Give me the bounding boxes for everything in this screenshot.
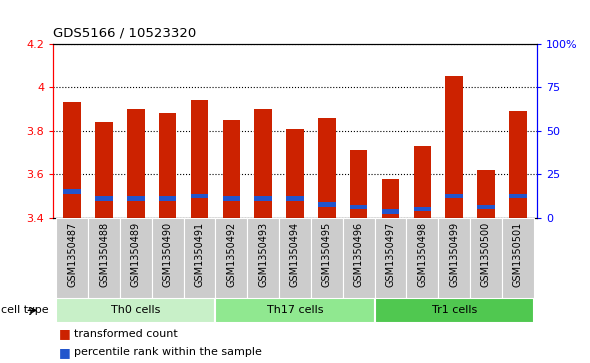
- Bar: [502, 218, 534, 298]
- Bar: [88, 218, 120, 298]
- Bar: [509, 111, 526, 218]
- Text: GSM1350489: GSM1350489: [131, 222, 141, 287]
- Bar: [95, 196, 113, 201]
- Text: GSM1350488: GSM1350488: [99, 222, 109, 287]
- Text: cell type: cell type: [1, 305, 48, 315]
- Bar: [509, 193, 526, 199]
- Bar: [375, 298, 534, 323]
- Text: GSM1350497: GSM1350497: [385, 222, 395, 287]
- Bar: [414, 207, 431, 212]
- Bar: [215, 218, 247, 298]
- Bar: [382, 179, 399, 218]
- Bar: [375, 218, 407, 298]
- Bar: [382, 209, 399, 214]
- Text: GSM1350494: GSM1350494: [290, 222, 300, 287]
- Bar: [254, 196, 272, 201]
- Text: Th0 cells: Th0 cells: [111, 305, 160, 315]
- Bar: [64, 102, 81, 218]
- Text: ■: ■: [59, 327, 71, 340]
- Bar: [254, 109, 272, 218]
- Bar: [343, 218, 375, 298]
- Bar: [127, 109, 145, 218]
- Bar: [407, 218, 438, 298]
- Bar: [183, 218, 215, 298]
- Bar: [318, 202, 336, 207]
- Bar: [127, 196, 145, 201]
- Text: percentile rank within the sample: percentile rank within the sample: [74, 347, 261, 357]
- Text: GSM1350499: GSM1350499: [449, 222, 459, 287]
- Text: transformed count: transformed count: [74, 329, 178, 339]
- Bar: [64, 189, 81, 194]
- Bar: [222, 196, 240, 201]
- Text: Th17 cells: Th17 cells: [267, 305, 323, 315]
- Text: GSM1350492: GSM1350492: [227, 222, 237, 287]
- Text: GSM1350496: GSM1350496: [353, 222, 363, 287]
- Text: GSM1350501: GSM1350501: [513, 222, 523, 287]
- Bar: [311, 218, 343, 298]
- Bar: [159, 196, 176, 201]
- Text: GSM1350490: GSM1350490: [163, 222, 173, 287]
- Bar: [247, 218, 279, 298]
- Bar: [95, 122, 113, 218]
- Text: GSM1350495: GSM1350495: [322, 222, 332, 287]
- Bar: [477, 204, 495, 209]
- Bar: [215, 298, 375, 323]
- Text: ■: ■: [59, 346, 71, 359]
- Bar: [56, 218, 88, 298]
- Bar: [159, 113, 176, 218]
- Text: GSM1350500: GSM1350500: [481, 222, 491, 287]
- Bar: [445, 76, 463, 218]
- Text: GSM1350487: GSM1350487: [67, 222, 77, 287]
- Bar: [477, 170, 495, 218]
- Bar: [191, 193, 208, 199]
- Bar: [350, 204, 368, 209]
- Bar: [152, 218, 183, 298]
- Bar: [445, 193, 463, 199]
- Bar: [56, 298, 215, 323]
- Bar: [279, 218, 311, 298]
- Text: Tr1 cells: Tr1 cells: [431, 305, 477, 315]
- Bar: [286, 129, 304, 218]
- Bar: [120, 218, 152, 298]
- Bar: [222, 120, 240, 218]
- Text: GSM1350498: GSM1350498: [417, 222, 427, 287]
- Bar: [414, 146, 431, 218]
- Bar: [191, 100, 208, 218]
- Bar: [318, 118, 336, 218]
- Text: GDS5166 / 10523320: GDS5166 / 10523320: [53, 26, 196, 40]
- Bar: [350, 150, 368, 218]
- Bar: [470, 218, 502, 298]
- Bar: [438, 218, 470, 298]
- Text: GSM1350491: GSM1350491: [195, 222, 205, 287]
- Bar: [286, 196, 304, 201]
- Text: GSM1350493: GSM1350493: [258, 222, 268, 287]
